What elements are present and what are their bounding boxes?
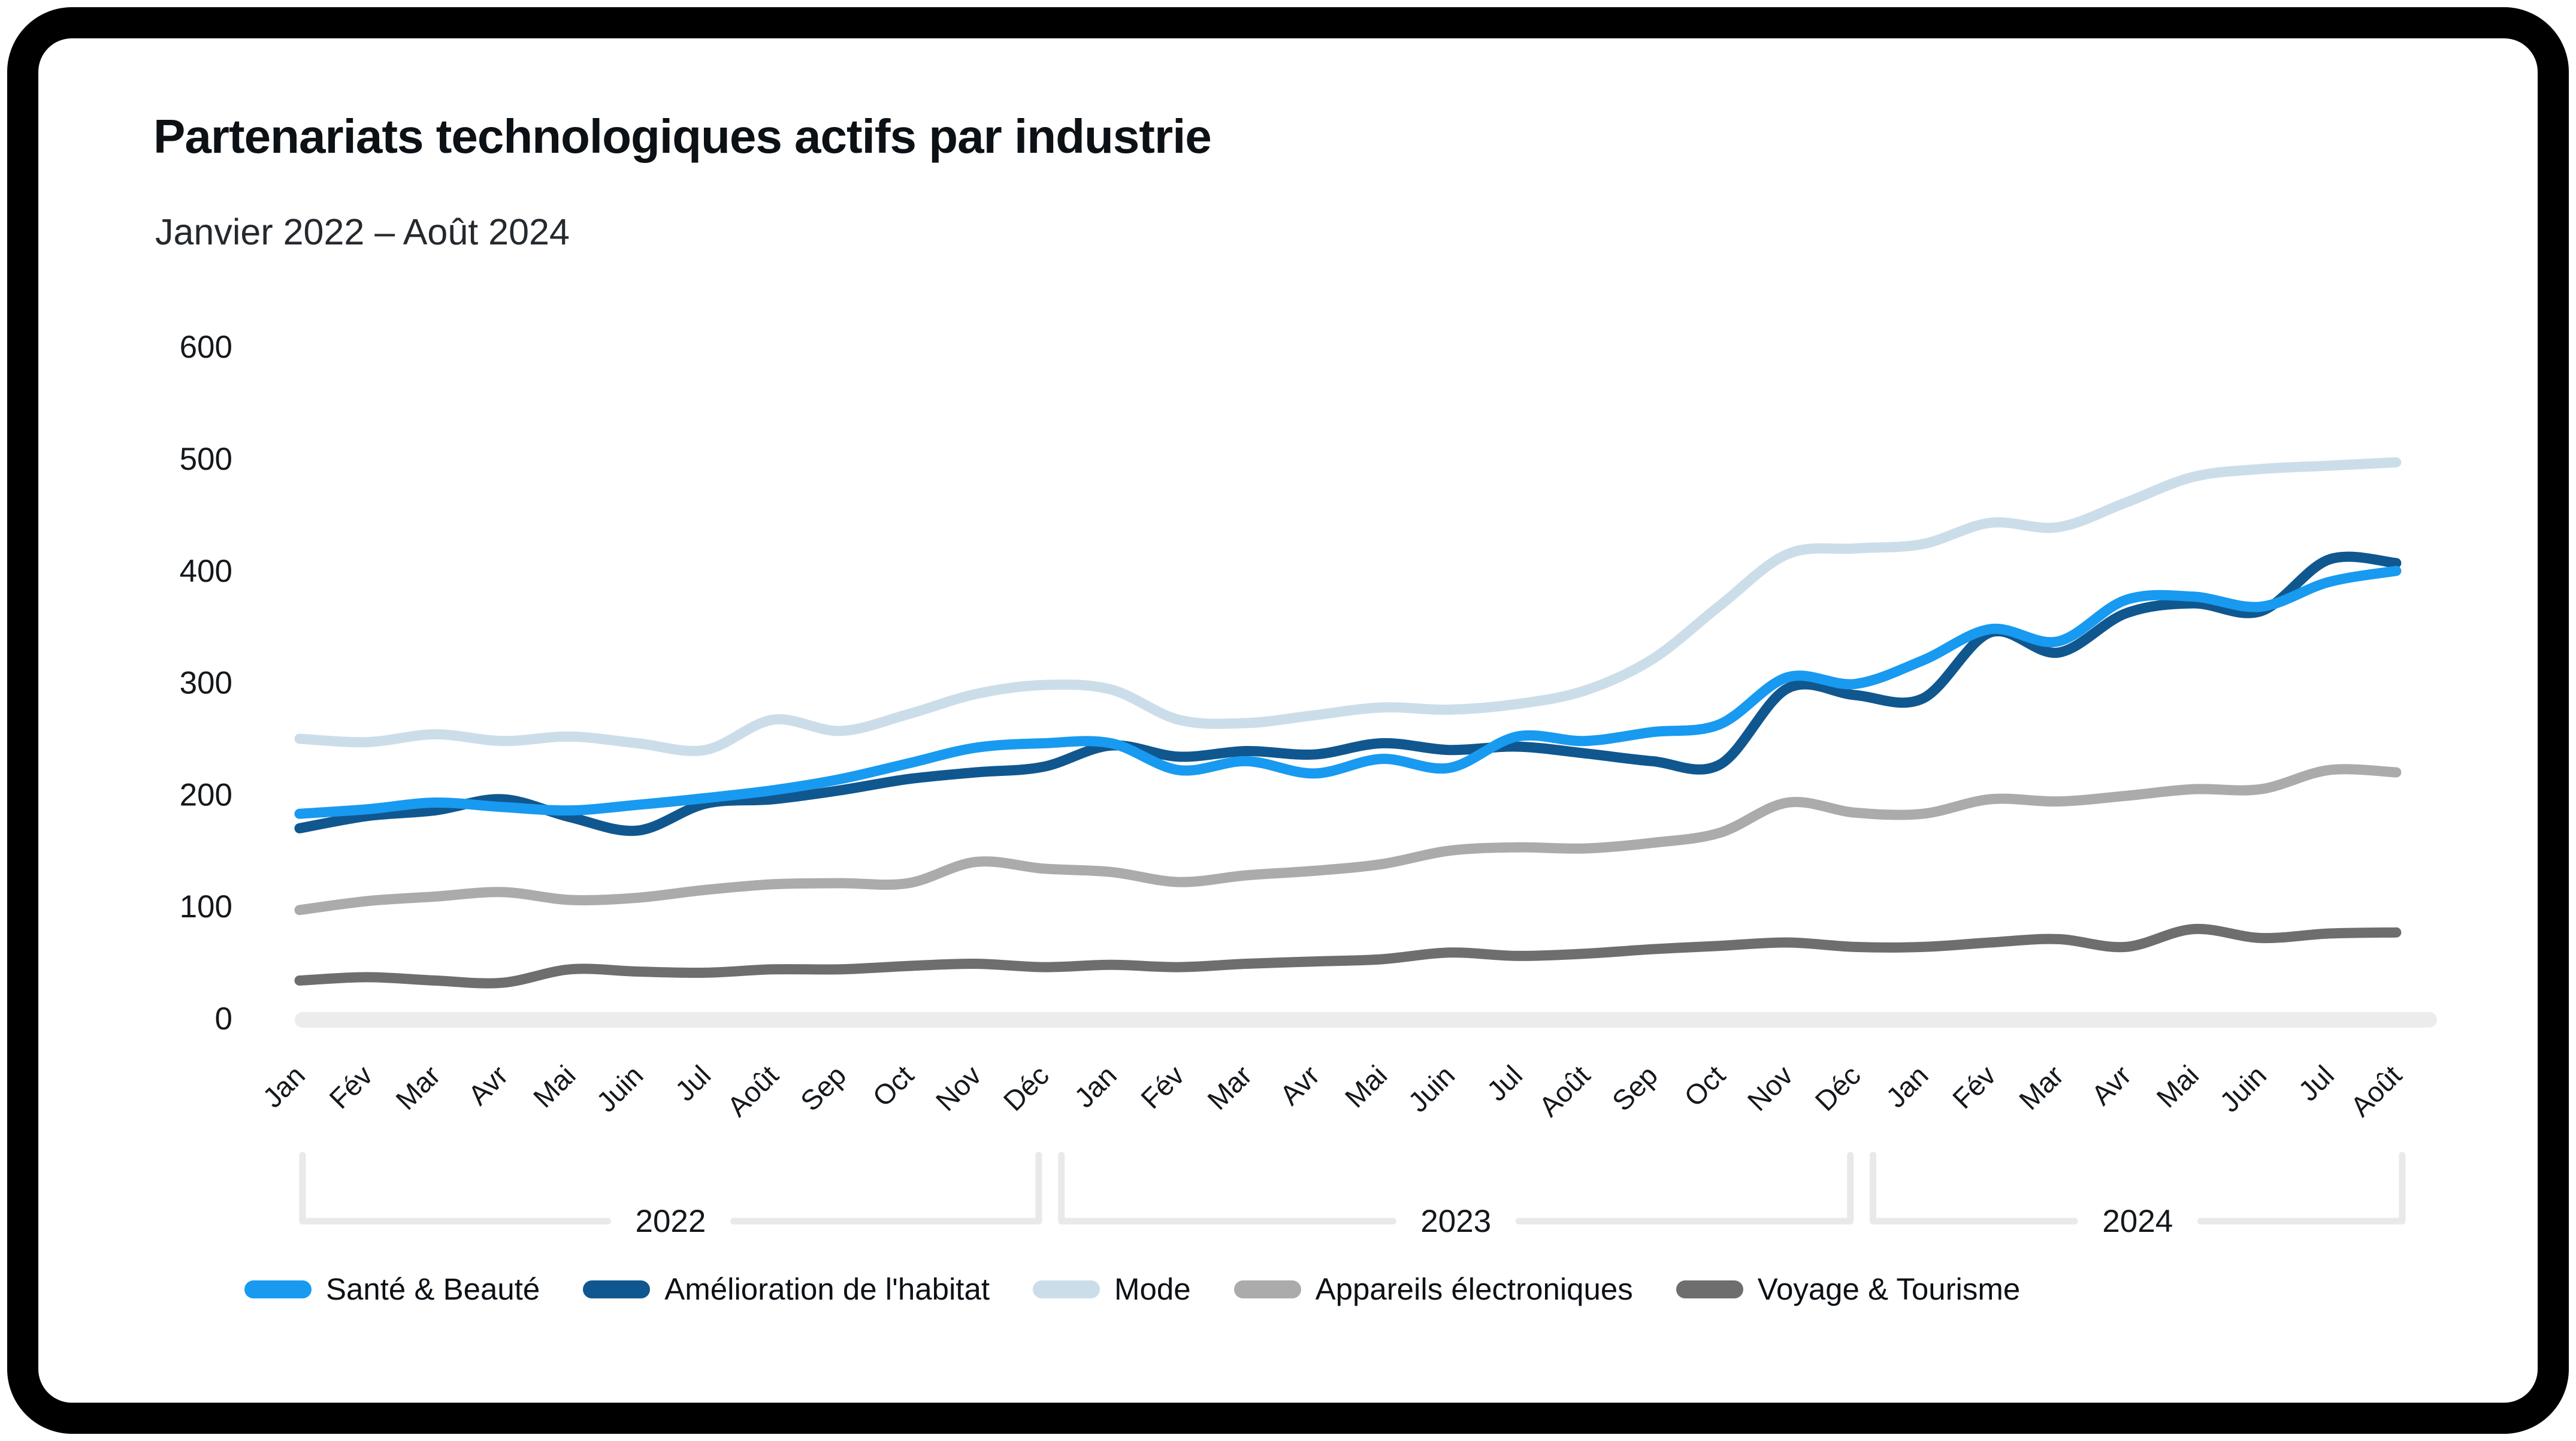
y-tick-label: 0 — [215, 1001, 232, 1037]
x-tick-label: Avr — [1274, 1059, 1326, 1111]
legend: Santé & Beauté Amélioration de l'habitat M… — [244, 1271, 2020, 1307]
chart-title: Partenariats technologiques actifs par i… — [153, 110, 1212, 163]
x-tick-label: Mai — [527, 1059, 582, 1114]
x-tick-label: Jul — [669, 1059, 717, 1107]
y-tick-label: 200 — [180, 777, 232, 812]
series-line-am-lioration-de-l-habitat — [294, 551, 2402, 836]
legend-item-appareils-lectroniques[interactable]: Appareils électroniques — [1233, 1271, 1633, 1307]
x-tick-label: Sep — [1606, 1059, 1664, 1117]
x-tick-label: Août — [2344, 1059, 2408, 1123]
x-tick-label: Juin — [590, 1059, 649, 1118]
x-tick-label: Nov — [929, 1059, 987, 1117]
x-tick-label: Mar — [1201, 1059, 1258, 1116]
legend-item-sant-beaut-[interactable]: Santé & Beauté — [244, 1271, 540, 1307]
series-line-sant-beaut- — [294, 566, 2402, 819]
series-line-voyage-tourisme — [294, 923, 2402, 989]
x-tick-label: Sep — [794, 1059, 852, 1117]
x-tick-label: Fév — [1946, 1059, 2002, 1114]
legend-swatch-icon — [1676, 1280, 1743, 1298]
x-tick-label: Jul — [1480, 1059, 1528, 1107]
y-tick-label: 300 — [180, 666, 232, 701]
legend-swatch-icon — [583, 1280, 651, 1298]
x-tick-label: Jan — [1068, 1059, 1123, 1114]
legend-label: Voyage & Tourisme — [1757, 1272, 2021, 1306]
x-tick-label: Avr — [2085, 1059, 2137, 1111]
legend-swatch-icon — [1233, 1280, 1301, 1298]
legend-swatch-icon — [1033, 1280, 1100, 1298]
y-tick-label: 600 — [180, 330, 232, 365]
x-tick-label: Août — [1532, 1059, 1596, 1123]
year-label: 2023 — [1420, 1204, 1491, 1239]
legend-label: Mode — [1114, 1272, 1191, 1306]
year-label: 2024 — [2102, 1204, 2173, 1239]
legend-item-mode[interactable]: Mode — [1033, 1271, 1191, 1307]
y-tick-label: 100 — [180, 889, 232, 925]
x-tick-label: Jul — [2292, 1059, 2340, 1107]
legend-label: Santé & Beauté — [326, 1272, 540, 1306]
legend-label: Appareils électroniques — [1315, 1272, 1633, 1306]
chart-subtitle: Janvier 2022 – Août 2024 — [155, 212, 570, 252]
legend-swatch-icon — [244, 1280, 312, 1298]
x-tick-label: Jan — [256, 1059, 311, 1114]
x-tick-label: Déc — [1809, 1059, 1867, 1117]
x-tick-label: Juin — [1402, 1059, 1461, 1118]
series-line-mode — [294, 457, 2402, 756]
x-tick-label: Avr — [462, 1059, 514, 1111]
x-tick-label: Fév — [1135, 1059, 1190, 1114]
x-tick-label: Mai — [1338, 1059, 1393, 1114]
x-tick-label: Fév — [323, 1059, 379, 1114]
y-tick-label: 400 — [180, 554, 232, 589]
legend-item-voyage-tourisme[interactable]: Voyage & Tourisme — [1676, 1271, 2020, 1307]
year-label: 2022 — [635, 1204, 706, 1239]
x-tick-label: Août — [721, 1059, 785, 1123]
y-tick-label: 500 — [180, 442, 232, 477]
x-tick-label: Oct — [1678, 1059, 1731, 1113]
x-tick-label: Déc — [997, 1059, 1055, 1117]
x-tick-label: Mar — [389, 1059, 446, 1116]
legend-label: Amélioration de l'habitat — [664, 1272, 990, 1306]
x-tick-label: Mai — [2150, 1059, 2205, 1114]
x-tick-label: Juin — [2214, 1059, 2272, 1118]
x-tick-label: Mar — [2013, 1059, 2070, 1116]
legend-item-am-lioration-de-l-habitat[interactable]: Amélioration de l'habitat — [583, 1271, 990, 1307]
x-tick-label: Nov — [1741, 1059, 1799, 1117]
series-line-appareils-lectroniques — [294, 764, 2402, 916]
x-tick-label: Jan — [1880, 1059, 1934, 1114]
x-tick-label: Oct — [866, 1059, 920, 1113]
